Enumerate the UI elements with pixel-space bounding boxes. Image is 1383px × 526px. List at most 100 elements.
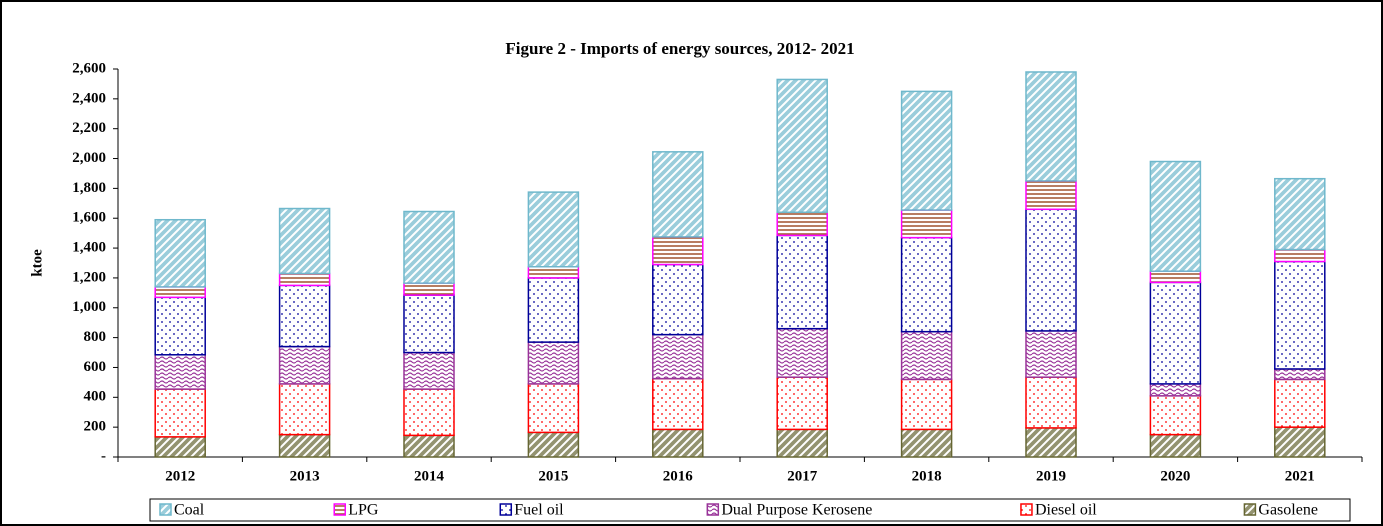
bar-segment	[1149, 395, 1202, 436]
bar-segment	[527, 191, 580, 268]
bar-segment	[403, 294, 455, 354]
bar-segment	[403, 434, 455, 458]
bar-segment	[652, 428, 704, 458]
legend-label: Gasolene	[1258, 502, 1318, 519]
bar-segment	[278, 284, 331, 348]
bar-segment	[154, 296, 206, 356]
bar-segment	[1025, 180, 1077, 211]
bar-segment	[154, 436, 206, 458]
legend-label: Diesel oil	[1035, 502, 1097, 519]
x-tick-label: 2016	[663, 468, 694, 484]
legend-swatch	[1243, 503, 1257, 516]
legend-swatch	[499, 503, 513, 516]
bar-segment	[1274, 426, 1326, 458]
bar-segment	[776, 234, 828, 330]
legend-label: LPG	[348, 502, 379, 519]
legend-box	[149, 498, 1351, 522]
y-tick-label: 800	[84, 329, 107, 345]
bar-segment	[776, 211, 828, 237]
bar-segment	[1149, 281, 1202, 385]
bar-segment	[1149, 270, 1202, 284]
x-tick-label: 2014	[414, 468, 445, 484]
bar-segment	[154, 218, 206, 288]
bar-segment	[652, 377, 704, 431]
x-tick-label: 2013	[290, 468, 320, 484]
bar-segment	[1025, 71, 1077, 182]
x-tick-label: 2020	[1160, 468, 1190, 484]
y-tick-label: 2,200	[72, 120, 106, 136]
bar-segment	[154, 286, 206, 299]
x-tick-label: 2015	[538, 468, 568, 484]
bar-segment	[1149, 160, 1202, 272]
bar-segment	[403, 210, 455, 284]
legend-swatch	[159, 503, 172, 516]
y-tick-label: 1,400	[72, 240, 106, 256]
bar-segment	[403, 351, 455, 390]
y-tick-label: 1,800	[72, 180, 106, 196]
y-tick-label: 200	[84, 419, 107, 435]
bar-segment	[652, 263, 704, 336]
legend-swatch	[333, 503, 346, 516]
y-tick-label: 400	[84, 389, 107, 405]
bar-segment	[1274, 378, 1326, 428]
y-tick-label: 2,000	[72, 150, 106, 166]
x-tick-label: 2021	[1285, 468, 1315, 484]
bar-segment	[403, 388, 455, 437]
bar-segment	[900, 330, 953, 381]
legend-label: Dual Purpose Kerosene	[721, 502, 872, 519]
bar-segment	[900, 428, 953, 458]
bar-segment	[776, 428, 828, 458]
bar-segment	[527, 277, 580, 343]
bar-segment	[278, 383, 331, 436]
x-tick-label: 2012	[165, 468, 195, 484]
x-tick-label: 2017	[787, 468, 818, 484]
bar-segment	[278, 207, 331, 275]
bar-segment	[776, 78, 828, 214]
x-tick-label: 2018	[912, 468, 942, 484]
legend-swatch	[706, 503, 720, 516]
bar-segment	[154, 354, 206, 390]
y-tick-label: 2,400	[72, 90, 106, 106]
bar-segment	[1025, 208, 1077, 332]
y-tick-label: 1,600	[72, 210, 106, 226]
bar-segment	[1025, 330, 1077, 378]
legend-label: Coal	[174, 502, 205, 519]
bar-segment	[1274, 368, 1326, 381]
y-tick-label: -	[101, 448, 106, 464]
bar-segment	[1149, 383, 1202, 397]
bar-segment	[776, 327, 828, 378]
bar-segment	[154, 388, 206, 438]
legend-label: Fuel oil	[514, 502, 564, 519]
bar-segment	[1274, 248, 1326, 263]
bar-segment	[900, 378, 953, 431]
y-tick-label: 1,200	[72, 269, 106, 285]
y-tick-label: 1,000	[72, 299, 106, 315]
bar-segment	[1025, 427, 1077, 458]
bar-segment	[1274, 260, 1326, 370]
y-tick-label: 2,600	[72, 60, 106, 76]
x-tick-label: 2019	[1036, 468, 1066, 484]
bar-segment	[403, 282, 455, 296]
bar-segment	[278, 345, 331, 385]
y-tick-label: 600	[84, 359, 107, 375]
bar-segment	[776, 376, 828, 431]
bar-segment	[1149, 433, 1202, 458]
bar-segment	[1274, 177, 1326, 251]
bar-segment	[652, 236, 704, 266]
bar-segment	[527, 265, 580, 279]
bar-segment	[652, 333, 704, 380]
bar-segment	[527, 383, 580, 434]
bar-segment	[900, 236, 953, 333]
legend-swatch	[1020, 503, 1033, 516]
bar-segment	[900, 90, 953, 211]
bar-segment	[652, 151, 704, 238]
bar-segment	[527, 431, 580, 458]
bar-segment	[527, 341, 580, 385]
chart-title: Figure 2 - Imports of energy sources, 20…	[505, 39, 854, 58]
bar-segment	[278, 272, 331, 287]
y-axis-label: ktoe	[29, 249, 45, 277]
bar-segment	[900, 209, 953, 239]
bar-segment	[1025, 376, 1077, 429]
